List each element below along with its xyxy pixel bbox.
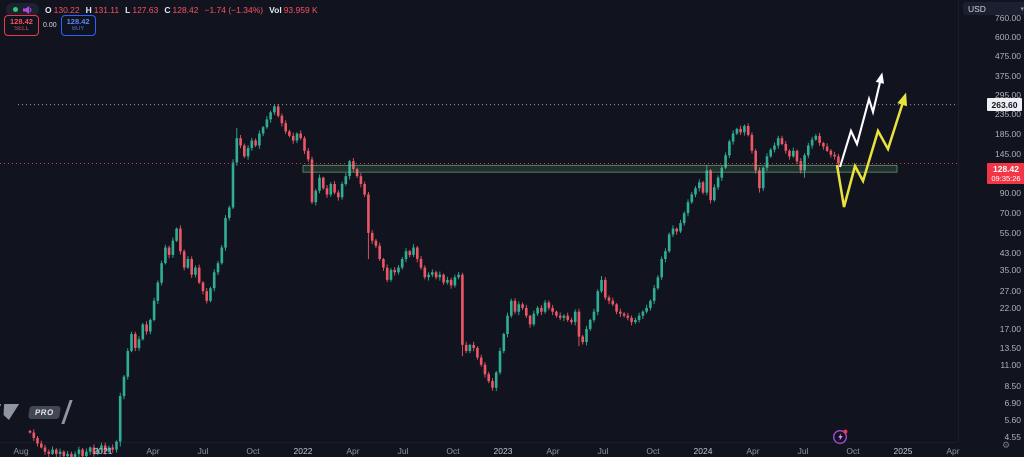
time-axis-month-label: Apr	[346, 446, 360, 456]
price-tick: 600.00	[995, 32, 1021, 43]
yellow-projection-arrow	[835, 98, 906, 208]
time-axis-month-label: Aug	[13, 446, 29, 456]
logo-slash	[61, 400, 73, 424]
price-tick: 55.00	[999, 227, 1021, 238]
price-tick: 760.00	[995, 12, 1021, 23]
time-axis-month-label: Oct	[846, 446, 860, 456]
time-axis[interactable]: Aug 2021 Apr Jul Oct 2022 Apr Jul Oct 2023 Apr Jul O…	[0, 442, 960, 457]
currency-dropdown[interactable]: USD ▾	[963, 2, 1024, 15]
price-tick: 11.00	[1000, 359, 1021, 370]
time-axis-year-label: 2021	[93, 446, 113, 456]
open-label: O	[45, 4, 52, 15]
open-value: 130.22	[53, 4, 80, 15]
symbol-status-pill[interactable]	[6, 3, 39, 16]
tradingview-logo[interactable]: PRO	[0, 400, 73, 424]
time-axis-month-label: Oct	[646, 446, 660, 456]
bar-countdown: 09:35:26	[991, 174, 1021, 183]
sell-price: 128.42	[10, 17, 33, 27]
price-tick: 43.00	[999, 248, 1021, 259]
time-axis-month-label: Apr	[146, 446, 160, 456]
price-tick: 13.50	[999, 342, 1021, 353]
tradingview-logo-mark	[0, 404, 20, 420]
sell-label: SELL	[14, 26, 29, 33]
last-price-value: 128.42	[993, 164, 1019, 174]
volume-value: 93.959 K	[283, 4, 318, 15]
volume-label: Vol	[269, 4, 282, 15]
ohlc-bar: O 130.22 H 131.11 L 127.63 C 128.42 −1.74 (−…	[6, 3, 318, 16]
time-axis-month-label: Apr	[746, 446, 760, 456]
price-tick: 17.00	[999, 324, 1021, 334]
price-tick: 70.00	[999, 208, 1021, 219]
spread-value: 0.00	[43, 22, 57, 29]
time-axis-month-label: Apr	[546, 446, 560, 456]
support-zone-box	[302, 164, 898, 173]
change-value: −1.74 (−1.34%)	[204, 4, 264, 15]
time-axis-year-label: 2022	[293, 446, 313, 456]
time-axis-month-label: Jul	[397, 446, 409, 456]
time-axis-year-label: 2023	[493, 446, 513, 456]
currency-value: USD	[968, 3, 986, 14]
time-axis-month-label: Apr	[946, 446, 960, 456]
market-open-dot	[13, 7, 18, 12]
buy-label: BUY	[71, 26, 85, 33]
low-value: 127.63	[132, 4, 159, 15]
high-label: H	[85, 4, 92, 15]
time-axis-year-label: 2024	[693, 446, 713, 456]
time-axis-month-label: Jul	[197, 446, 209, 456]
trade-panel: 128.42 SELL 0.00 128.42 BUY	[4, 15, 96, 36]
price-tick: 90.00	[999, 187, 1021, 198]
time-axis-month-label: Oct	[246, 446, 260, 456]
close-value: 128.42	[172, 4, 199, 15]
price-tick: 27.00	[999, 286, 1021, 297]
buy-button[interactable]: 128.42 BUY	[60, 15, 96, 36]
close-label: C	[164, 4, 171, 15]
time-axis-year-label: 2025	[893, 446, 913, 456]
price-tick: 475.00	[995, 51, 1021, 62]
chevron-down-icon: ▾	[1020, 5, 1024, 13]
price-tick: 8.50	[1004, 380, 1021, 391]
price-axis[interactable]: USD ▾ 760.00 600.00 475.00 375.00 295.00 235.…	[958, 0, 1024, 442]
last-price-label: 128.42 09:35:26	[987, 163, 1024, 184]
buy-price: 128.42	[66, 17, 90, 27]
speaker-icon	[23, 5, 32, 14]
sell-button[interactable]: 128.42 SELL	[4, 15, 39, 36]
price-tick: 22.00	[999, 302, 1021, 313]
chart-drawings[interactable]	[0, 72, 958, 208]
gear-icon[interactable]: ⚙	[1002, 440, 1011, 450]
white-projection-arrow-head	[875, 72, 884, 84]
price-tick: 5.60	[1004, 415, 1021, 425]
time-axis-month-label: Oct	[446, 446, 460, 456]
time-axis-month-label: Jul	[597, 446, 609, 456]
price-tick: 6.90	[1004, 397, 1021, 408]
price-tick: 235.00	[995, 109, 1021, 119]
flash-event-icon[interactable]	[832, 428, 849, 445]
yellow-projection-arrow-head	[897, 92, 907, 107]
price-tick: 4.55	[1004, 432, 1021, 442]
high-value: 131.11	[93, 4, 120, 15]
low-label: L	[125, 4, 131, 15]
ath-price-label: 263.60	[987, 98, 1022, 112]
price-tick: 375.00	[995, 70, 1021, 81]
price-tick: 185.00	[995, 128, 1021, 139]
time-axis-month-label: Jul	[797, 446, 809, 456]
pro-badge: PRO	[28, 405, 61, 419]
price-tick: 145.00	[995, 148, 1021, 159]
price-tick: 295.00	[995, 90, 1021, 101]
candles	[28, 104, 840, 457]
price-tick: 35.00	[999, 264, 1021, 275]
white-projection-arrow	[838, 77, 883, 168]
